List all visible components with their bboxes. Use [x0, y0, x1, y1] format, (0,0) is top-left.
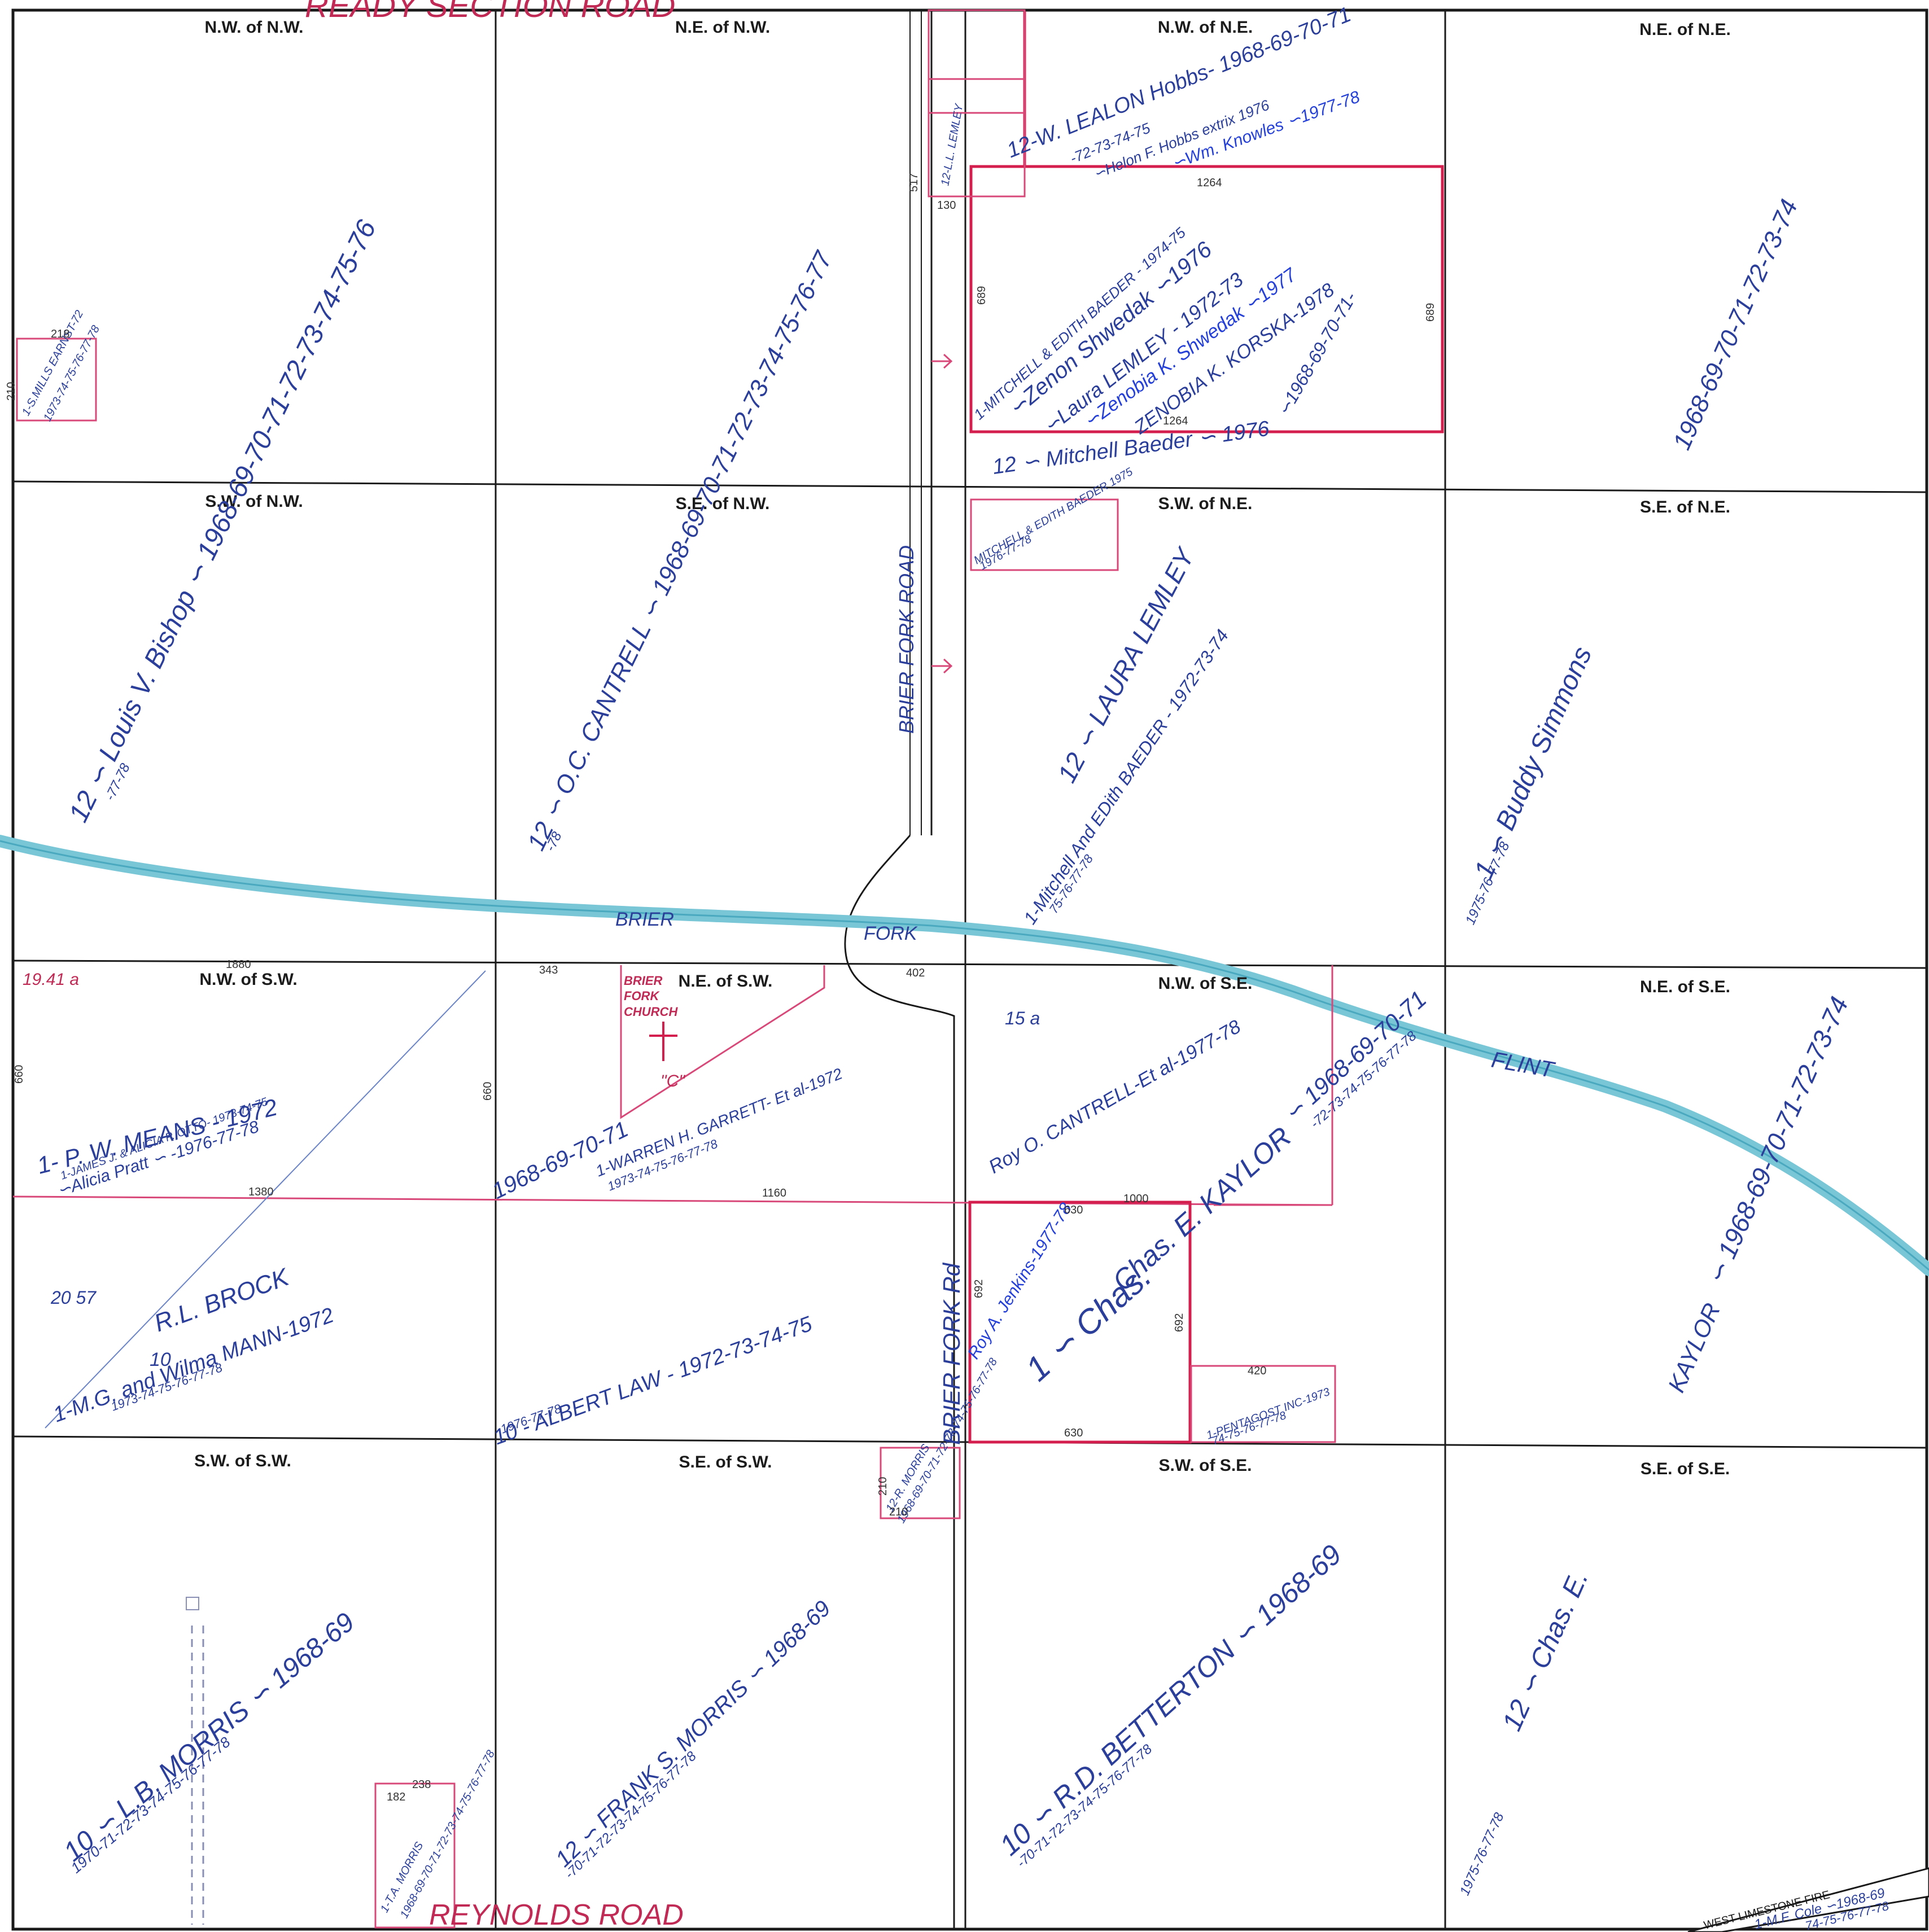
dim-402: 402 — [906, 967, 925, 979]
church-label: BRIER FORK CHURCH "C" — [624, 974, 685, 1090]
parcel-small-lots — [928, 9, 1026, 198]
label-se-se: S.E. of S.E. — [1641, 1460, 1730, 1478]
label-nw-se: N.W. of S.E. — [1158, 974, 1253, 993]
dim-689-left: 689 — [976, 286, 988, 305]
dim-660-b: 660 — [482, 1082, 494, 1101]
church-cross-icon — [649, 1022, 677, 1061]
label-se-sw: S.E. of S.W. — [679, 1453, 772, 1471]
acreage-nw-sw: 19.41 a — [23, 970, 79, 989]
brier-fork-road-curve — [844, 835, 955, 1929]
dim-238: 238 — [412, 1778, 431, 1791]
church-line3: CHURCH — [624, 1005, 678, 1019]
parcel-pentagost — [1190, 1365, 1336, 1443]
dim-1264-top: 1264 — [1197, 177, 1222, 189]
stamp-band — [1687, 1867, 1929, 1932]
small-square-marker — [186, 1597, 199, 1610]
creek-label-brier: BRIER — [615, 909, 674, 930]
label-nw-ne: N.W. of N.E. — [1158, 18, 1253, 37]
creek-label-fork: FORK — [864, 923, 918, 944]
grid-line-h2 — [12, 960, 1927, 969]
road-brier-fork-north: BRIER FORK ROAD — [895, 545, 918, 734]
parcel-jenkins — [968, 1201, 1192, 1444]
dim-1160: 1160 — [762, 1187, 786, 1199]
label-nw-sw: N.W. of S.W. — [199, 970, 297, 989]
dim-210-a: 210 — [877, 1477, 889, 1496]
parcel-church — [620, 965, 825, 1119]
grid-line-h1 — [12, 480, 1927, 493]
otto-diagonal — [45, 970, 486, 1429]
dim-182: 182 — [387, 1791, 405, 1803]
arrow-2 — [931, 658, 953, 674]
pink-arrows — [931, 353, 953, 674]
dim-1000: 1000 — [1123, 1193, 1149, 1205]
church-line1: BRIER — [624, 974, 663, 988]
parcel-r-morris — [880, 1447, 961, 1519]
label-ne-nw: N.E. of N.W. — [675, 18, 770, 37]
acreage-brock: 20 57 — [50, 1287, 97, 1308]
section-frame — [11, 8, 1928, 1931]
creek-edge — [0, 840, 1929, 1271]
road-top: READY SECTION ROAD — [305, 0, 675, 24]
dim-517: 517 — [908, 173, 920, 192]
road-names: READY SECTION ROAD REYNOLDS ROAD BRIER F… — [305, 0, 1557, 1931]
label-se-nw: S.E. of N.W. — [676, 494, 770, 513]
label-se-ne: S.E. of N.E. — [1640, 498, 1730, 516]
road-brier-fork-south: BRIER FORK Rd — [938, 1262, 965, 1445]
label-ne-sw: N.E. of S.W. — [679, 972, 773, 991]
acreage-labels: 19.41 a 15 a 20 57 10 — [23, 970, 1040, 1370]
label-nw-nw: N.W. of N.W. — [205, 18, 304, 37]
dim-1380: 1380 — [248, 1186, 274, 1198]
dim-343: 343 — [539, 964, 558, 976]
dim-692-left: 692 — [973, 1280, 985, 1298]
dim-1880: 1880 — [226, 958, 251, 971]
parcel-baeder-shwedak — [969, 165, 1444, 433]
dim-218: 218 — [51, 328, 69, 340]
arrow-1 — [931, 353, 953, 369]
label-sw-nw: S.W. of N.W. — [205, 492, 303, 511]
church-line2: FORK — [624, 989, 660, 1003]
acreage-brock-num: 10 — [150, 1349, 171, 1370]
dim-630-bot: 630 — [1064, 1427, 1083, 1439]
dimension-labels: 1264 1264 689 689 1880 343 402 660 660 1… — [5, 173, 1437, 1803]
parcel-mills — [16, 338, 97, 422]
label-ne-se: N.E. of S.E. — [1640, 978, 1730, 996]
dim-210-b: 210 — [889, 1506, 908, 1518]
label-sw-se: S.W. of S.E. — [1158, 1456, 1252, 1475]
road-bottom: REYNOLDS ROAD — [429, 1899, 684, 1931]
label-sw-ne: S.W. of N.E. — [1158, 494, 1253, 513]
label-sw-sw: S.W. of S.W. — [194, 1452, 291, 1470]
church-mark: "C" — [661, 1072, 685, 1090]
dim-630-top: 630 — [1064, 1204, 1083, 1216]
dim-1264-bot: 1264 — [1163, 415, 1188, 427]
dim-692-right: 692 — [1173, 1313, 1186, 1332]
dim-689-right: 689 — [1424, 303, 1437, 322]
dim-210-c: 210 — [5, 382, 18, 401]
parcel-baeder-small — [970, 498, 1119, 571]
dim-130: 130 — [937, 199, 956, 212]
parcel-lines — [12, 9, 1444, 1929]
label-ne-ne: N.E. of N.E. — [1639, 20, 1731, 39]
parcel-ta-morris — [374, 1782, 456, 1929]
dim-660-a: 660 — [13, 1065, 25, 1084]
dim-420: 420 — [1248, 1365, 1266, 1377]
quarter-labels: N.W. of N.W. N.E. of N.W. N.W. of N.E. N… — [194, 18, 1731, 1478]
acreage-ne-sw: 15 a — [1005, 1008, 1040, 1028]
